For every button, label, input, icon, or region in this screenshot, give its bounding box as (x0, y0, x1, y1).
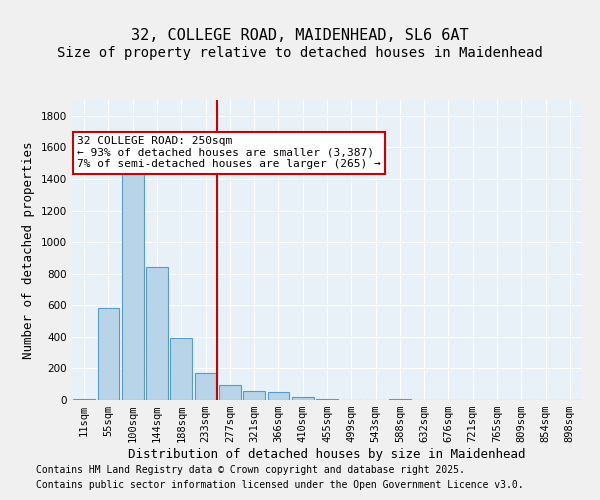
Text: Size of property relative to detached houses in Maidenhead: Size of property relative to detached ho… (57, 46, 543, 60)
Y-axis label: Number of detached properties: Number of detached properties (22, 141, 35, 359)
Bar (146, 268, 168, 400)
Text: 32, COLLEGE ROAD, MAIDENHEAD, SL6 6AT: 32, COLLEGE ROAD, MAIDENHEAD, SL6 6AT (131, 28, 469, 42)
Text: 32 COLLEGE ROAD: 250sqm
← 93% of detached houses are smaller (3,387)
7% of semi-: 32 COLLEGE ROAD: 250sqm ← 93% of detache… (77, 136, 381, 169)
Bar (243, 392, 265, 400)
Bar (219, 385, 241, 400)
Text: Contains HM Land Registry data © Crown copyright and database right 2025.: Contains HM Land Registry data © Crown c… (36, 465, 465, 475)
Bar (389, 399, 411, 400)
Bar (122, 166, 143, 400)
Bar (194, 373, 217, 400)
Text: Contains public sector information licensed under the Open Government Licence v3: Contains public sector information licen… (36, 480, 524, 490)
Bar (170, 338, 192, 400)
Bar (268, 392, 289, 400)
X-axis label: Distribution of detached houses by size in Maidenhead: Distribution of detached houses by size … (128, 448, 526, 461)
Bar (73, 399, 95, 400)
Bar (316, 399, 338, 400)
Bar (97, 308, 119, 400)
Bar (292, 397, 314, 400)
